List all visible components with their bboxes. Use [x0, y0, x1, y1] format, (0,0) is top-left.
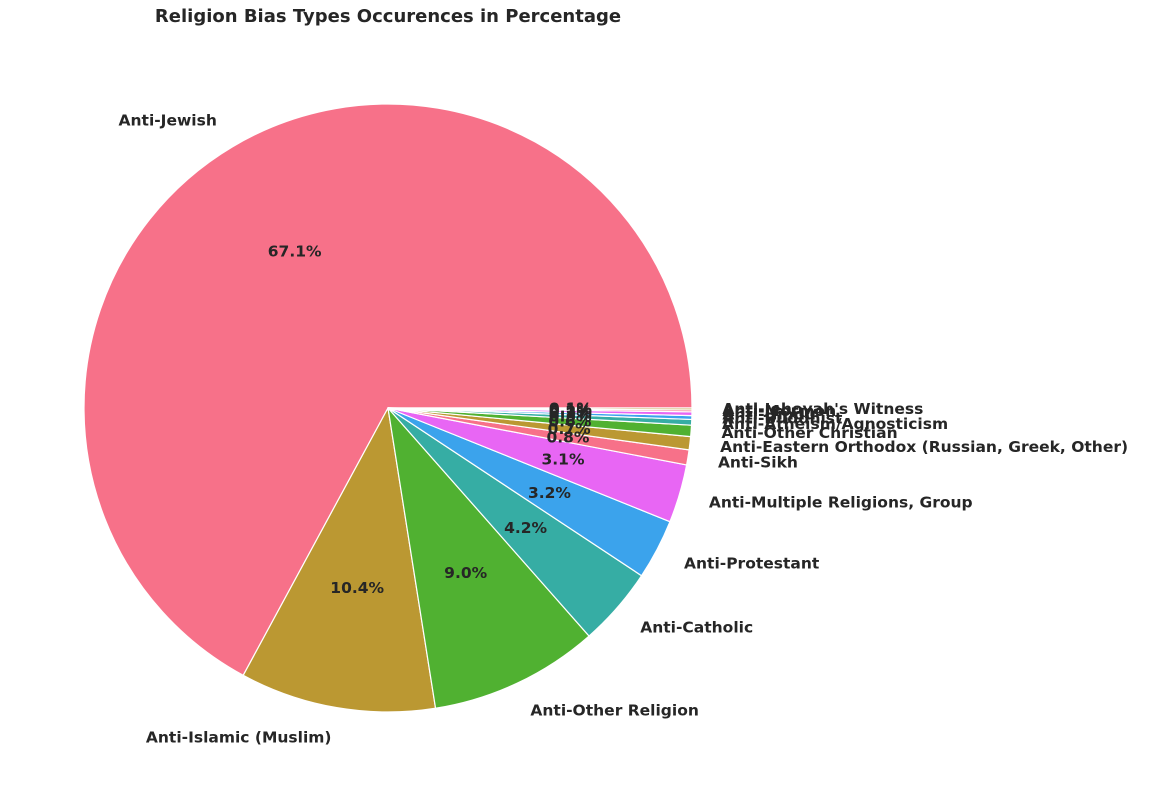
- slice-label-anti-catholic: Anti-Catholic: [640, 619, 753, 637]
- slice-label-anti-atheism-agnosticism: Anti-Atheism/Agnosticism: [722, 415, 948, 433]
- slice-label-anti-sikh: Anti-Sikh: [718, 453, 798, 471]
- slice-label-anti-eastern-orthodox-russian-greek-other: Anti-Eastern Orthodox (Russian, Greek, O…: [720, 438, 1128, 456]
- slice-label-anti-protestant: Anti-Protestant: [684, 555, 820, 573]
- pct-label-anti-hindu: 0.2%: [549, 402, 592, 420]
- pie-slice-labels: Anti-Jewish Anti-Islamic (Muslim) Anti-Oth…: [119, 112, 1129, 747]
- pie-slice-anti-other-religion: [387, 407, 590, 709]
- slice-label-anti-mormon: Anti-Mormon: [722, 402, 836, 420]
- slice-label-anti-buddhist: Anti-Buddhist: [722, 410, 843, 428]
- pie-slice-anti-jewish: [83, 103, 693, 676]
- slice-label-anti-multiple-religions-group: Anti-Multiple Religions, Group: [709, 493, 973, 511]
- pct-label-anti-jehovah-s-witness: 0.1%: [549, 400, 592, 418]
- chart-title: Religion Bias Types Occurences in Percen…: [155, 6, 621, 27]
- slice-label-anti-other-christian: Anti-Other Christian: [721, 424, 897, 442]
- pct-label-anti-mormon: 0.1%: [549, 401, 592, 419]
- slice-label-anti-hindu: Anti-Hindu: [722, 405, 816, 423]
- slice-label-anti-islamic-muslim: Anti-Islamic (Muslim): [146, 729, 332, 747]
- slice-label-anti-other-religion: Anti-Other Religion: [530, 702, 699, 720]
- pct-label-anti-multiple-religions-group: 3.1%: [542, 450, 585, 468]
- pct-label-anti-buddhist: 0.2%: [549, 405, 592, 423]
- pie-slice-anti-islamic-muslim: [242, 407, 437, 713]
- pct-label-anti-islamic-muslim: 10.4%: [330, 579, 384, 597]
- pct-label-anti-eastern-orthodox-russian-greek-other: 0.7%: [548, 420, 591, 438]
- pct-label-anti-protestant: 3.2%: [528, 484, 571, 502]
- pct-label-anti-jewish: 67.1%: [268, 242, 322, 260]
- pct-label-anti-atheism-agnosticism: 0.3%: [549, 408, 592, 426]
- pie-slice-anti-jehovah-s-witness: [387, 407, 693, 411]
- pct-label-anti-sikh: 0.8%: [546, 429, 589, 447]
- pie-slices: [83, 103, 693, 713]
- slice-label-anti-jehovah-s-witness: Anti-Jehovah's Witness: [722, 400, 923, 418]
- slice-label-anti-jewish: Anti-Jewish: [119, 112, 217, 130]
- pct-label-anti-catholic: 4.2%: [504, 519, 547, 537]
- pct-label-anti-other-religion: 9.0%: [444, 564, 487, 582]
- pie-percent-labels: 67.1% 10.4% 9.0% 4.2% 3.2% 3.1% 0.8%0.7%0.6%0.…: [268, 242, 593, 596]
- pct-label-anti-other-christian: 0.6%: [548, 413, 591, 431]
